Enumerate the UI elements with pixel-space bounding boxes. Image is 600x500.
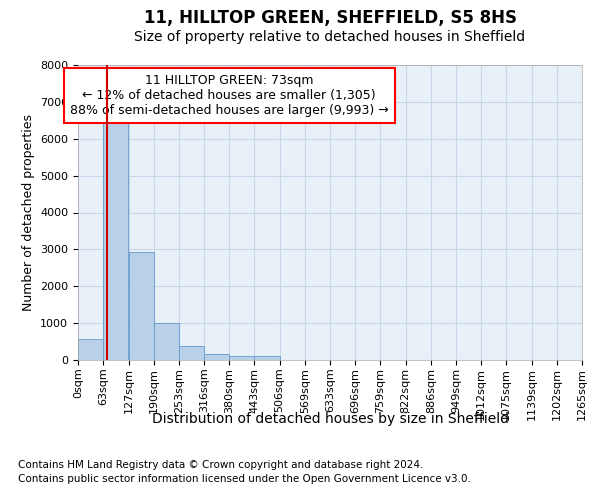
Text: Contains HM Land Registry data © Crown copyright and database right 2024.: Contains HM Land Registry data © Crown c… <box>18 460 424 469</box>
Bar <box>78 338 103 360</box>
Bar <box>179 346 204 360</box>
Text: Contains public sector information licensed under the Open Government Licence v3: Contains public sector information licen… <box>18 474 471 484</box>
Text: Size of property relative to detached houses in Sheffield: Size of property relative to detached ho… <box>134 30 526 44</box>
Bar <box>128 252 154 360</box>
Text: 11, HILLTOP GREEN, SHEFFIELD, S5 8HS: 11, HILLTOP GREEN, SHEFFIELD, S5 8HS <box>143 8 517 26</box>
Bar <box>254 356 280 360</box>
Text: 11 HILLTOP GREEN: 73sqm
← 12% of detached houses are smaller (1,305)
88% of semi: 11 HILLTOP GREEN: 73sqm ← 12% of detache… <box>70 74 389 117</box>
Bar <box>154 323 179 360</box>
Bar <box>229 356 254 360</box>
Bar <box>103 124 128 360</box>
Bar <box>204 354 229 360</box>
Y-axis label: Number of detached properties: Number of detached properties <box>22 114 35 311</box>
Text: Distribution of detached houses by size in Sheffield: Distribution of detached houses by size … <box>151 412 509 426</box>
